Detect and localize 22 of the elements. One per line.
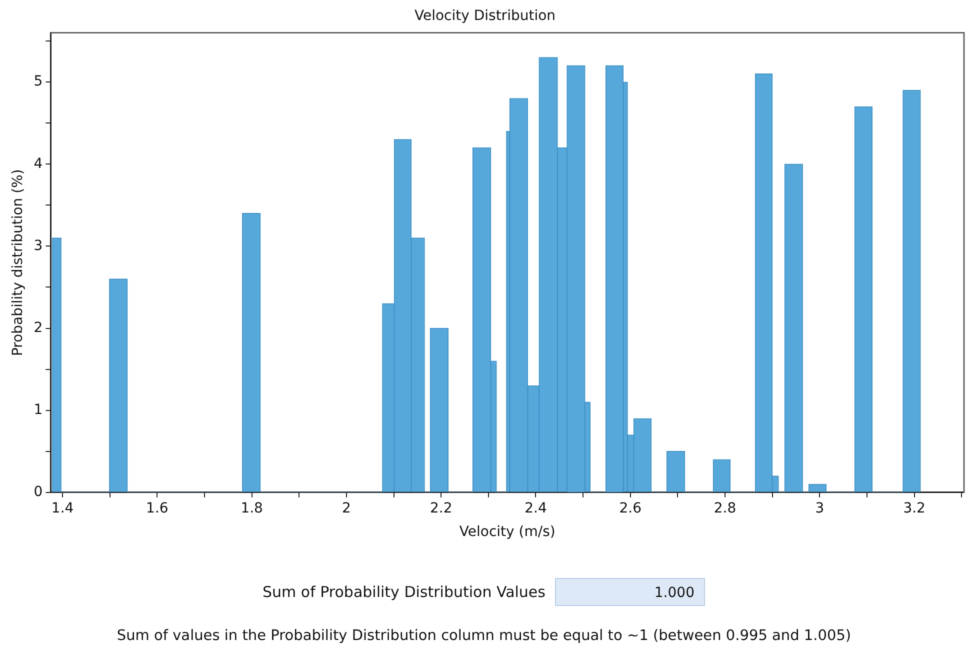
x-tick-label: 1.4 xyxy=(51,500,74,516)
text: Sum of Probability Distribution Values xyxy=(262,583,546,601)
x-tick-label: 1.6 xyxy=(146,500,168,516)
text: Sum of values in the Probability Distribution column must be equal to ~1 (between 0.995 and 1.005) xyxy=(116,628,852,644)
y-tick-label: 0 xyxy=(34,484,43,500)
x-tick-label: 2.8 xyxy=(714,500,736,516)
x-tick-label: 2.2 xyxy=(430,500,452,516)
y-tick-label: 2 xyxy=(34,320,43,336)
chart-title: Velocity Distribution xyxy=(414,8,556,24)
y-tick-label: 5 xyxy=(34,74,43,90)
y-tick-label: 1 xyxy=(34,402,43,418)
x-tick-label: 3.2 xyxy=(903,500,926,516)
y-axis-title: Probability distribution (%) xyxy=(10,169,26,356)
y-tick-label: 3 xyxy=(34,238,43,254)
y-tick-label: 4 xyxy=(34,156,43,172)
x-tick-label: 2.4 xyxy=(524,500,547,516)
text-field: 1.000 xyxy=(555,578,706,606)
x-tick-label: 3 xyxy=(815,500,824,516)
x-tick-label: 2 xyxy=(342,500,351,516)
x-axis-title: Velocity (m/s) xyxy=(459,524,556,540)
x-tick-label: 2.6 xyxy=(619,500,642,516)
x-tick-label: 1.8 xyxy=(240,500,263,516)
